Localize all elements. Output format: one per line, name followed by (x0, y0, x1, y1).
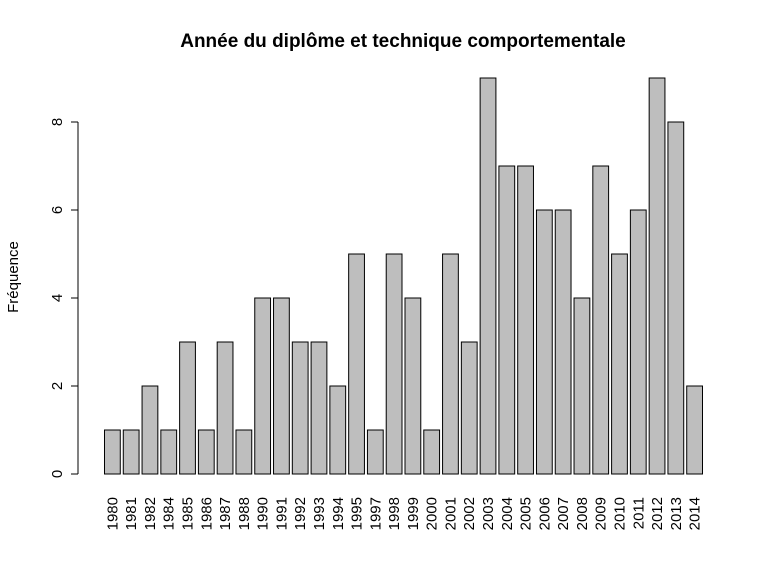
x-axis-tick-labels: 1980 1981 1982 1984 1985 1986 1987 1988 1990 1991… (104, 497, 703, 530)
bar-2007 (554, 209, 572, 475)
x-tick-label-2014: 2014 (687, 497, 704, 530)
x-tick-label-1988: 1988 (236, 497, 253, 530)
chart-title: Année du diplôme et technique comporteme… (180, 31, 626, 52)
bar-2000 (423, 429, 441, 475)
bar-1999 (404, 297, 422, 475)
bar-2010 (611, 253, 628, 475)
bar-1981 (122, 429, 140, 475)
x-tick-label-1992: 1992 (292, 497, 309, 530)
bar-2008 (573, 297, 591, 475)
bar-1997 (366, 429, 384, 475)
bar-1982 (141, 385, 159, 475)
x-tick-label-1990: 1990 (255, 497, 272, 530)
x-tick-label-1985: 1985 (180, 497, 197, 530)
x-tick-label-2010: 2010 (611, 497, 628, 530)
bar-2004 (498, 165, 516, 475)
x-tick-label-2009: 2009 (593, 497, 610, 530)
x-tick-label-1999: 1999 (405, 497, 422, 530)
bar-1998 (385, 253, 403, 475)
bar-2001 (442, 253, 459, 475)
x-tick-label-1980: 1980 (104, 497, 121, 530)
x-tick-label-2004: 2004 (499, 497, 516, 530)
x-tick-label-1995: 1995 (349, 497, 366, 530)
bar-1987 (216, 341, 234, 475)
bar-1986 (197, 429, 215, 475)
x-tick-label-1987: 1987 (217, 497, 234, 530)
bar-2002 (460, 341, 478, 475)
x-tick-label-2006: 2006 (536, 497, 553, 530)
x-tick-label-1982: 1982 (142, 497, 159, 530)
bar-2012 (648, 77, 666, 475)
x-tick-label-1984: 1984 (161, 497, 178, 530)
bar-1980 (104, 429, 121, 475)
bar-1994 (329, 385, 347, 475)
x-tick-label-2001: 2001 (442, 497, 459, 530)
x-tick-label-1991: 1991 (273, 497, 290, 530)
x-tick-label-2013: 2013 (668, 497, 685, 530)
bar-2006 (535, 209, 553, 475)
x-tick-label-2011: 2011 (630, 497, 647, 529)
bar-2014 (686, 385, 703, 475)
bars-group (104, 77, 703, 475)
bar-2009 (592, 165, 610, 475)
x-tick-label-2002: 2002 (461, 497, 478, 530)
bar-1991 (273, 297, 290, 475)
y-tick-label-4: 4 (49, 294, 66, 302)
bar-1992 (291, 341, 309, 475)
x-tick-label-2012: 2012 (649, 497, 666, 530)
x-tick-label-2007: 2007 (555, 497, 572, 530)
x-tick-label-1993: 1993 (311, 497, 328, 530)
x-tick-label-2003: 2003 (480, 497, 497, 530)
x-tick-label-1981: 1981 (123, 497, 140, 530)
bar-1993 (310, 341, 328, 475)
bar-1990 (254, 297, 272, 475)
x-tick-label-1994: 1994 (330, 497, 347, 530)
y-axis: 0 2 4 6 8 (49, 118, 79, 478)
y-tick-label-2: 2 (49, 382, 66, 390)
x-tick-label-1998: 1998 (386, 497, 403, 530)
x-tick-label-2000: 2000 (424, 497, 441, 530)
y-tick-label-6: 6 (49, 206, 66, 214)
y-tick-label-8: 8 (49, 118, 66, 126)
x-tick-label-1986: 1986 (198, 497, 215, 530)
x-tick-label-2008: 2008 (574, 497, 591, 530)
bar-2005 (517, 165, 534, 475)
y-axis-label: Fréquence (5, 241, 22, 313)
x-tick-label-1997: 1997 (367, 497, 384, 530)
bar-2013 (667, 121, 685, 475)
x-tick-label-2005: 2005 (518, 497, 535, 530)
bar-1988 (235, 429, 253, 475)
bar-2003 (479, 77, 497, 475)
bar-2011 (629, 209, 647, 475)
y-tick-label-0: 0 (49, 470, 66, 478)
bar-1984 (160, 429, 178, 475)
bar-1995 (348, 253, 365, 475)
bar-1985 (179, 341, 196, 475)
